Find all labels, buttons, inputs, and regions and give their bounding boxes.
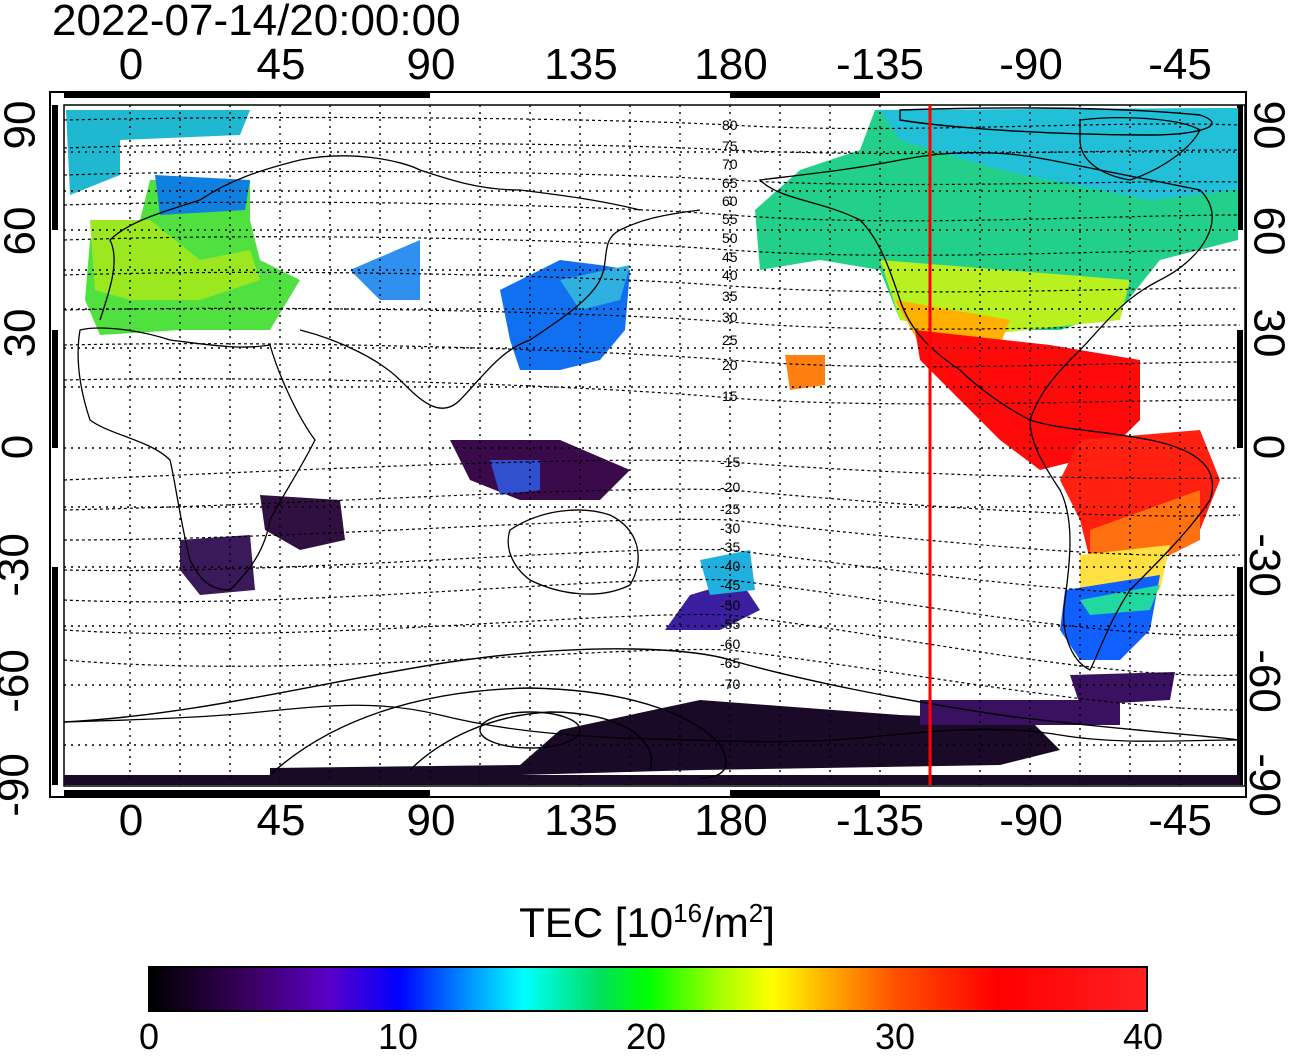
contour-label: 15 [722, 388, 738, 404]
tec-data-layer [64, 108, 1240, 785]
coast-north-america [758, 151, 1213, 421]
lat-tick-left: 60 [0, 206, 45, 256]
lon-tick-top: 135 [544, 40, 618, 89]
lon-tick-bottom: 90 [406, 796, 456, 845]
lon-tick-top: 180 [694, 40, 768, 89]
contour-label: 20 [722, 357, 738, 373]
lat-tick-left: -30 [0, 533, 38, 597]
lon-tick-bottom: -90 [999, 796, 1063, 845]
lon-tick-bottom: -135 [835, 796, 925, 845]
lat-tick-right: -60 [1239, 649, 1289, 713]
coast-australia [507, 509, 639, 595]
contour-label: 25 [722, 332, 738, 348]
lon-tick-top: -45 [1148, 40, 1212, 89]
contour-label: 80 [722, 117, 738, 133]
contour-label: 30 [722, 309, 738, 325]
lon-tick-top: -90 [999, 40, 1063, 89]
lon-tick-bottom: 0 [118, 796, 144, 845]
contour-label: 60 [722, 193, 738, 209]
contour-label: 35 [722, 288, 738, 304]
tec-antarctica [64, 775, 1240, 785]
map-title: 2022-07-14/20:00:00 [52, 0, 461, 45]
contour-label: 75 [722, 138, 738, 154]
contour-label-group: 80 75 70 65 60 55 50 45 40 35 30 25 20 1… [720, 117, 740, 692]
lon-tick-top: 90 [406, 40, 456, 89]
lat-tick-left: 30 [0, 308, 45, 358]
lat-tick-right: 60 [1244, 206, 1294, 256]
coast-asia [299, 209, 701, 409]
lat-tick-left: 0 [0, 435, 43, 459]
colorbar-tick: 0 [138, 1016, 160, 1057]
colorbar-tick: 20 [625, 1016, 667, 1057]
coast-greenland [1079, 117, 1201, 181]
lon-tick-bottom: 180 [694, 796, 768, 845]
lat-tick-right: -30 [1239, 533, 1289, 597]
lon-tick-bottom: 45 [256, 796, 306, 845]
lon-tick-bottom: -45 [1148, 796, 1212, 845]
contour-label: 50 [722, 230, 738, 246]
colorbar-title: TEC [1016/m2] [519, 898, 775, 946]
lat-tick-right: 30 [1244, 308, 1294, 358]
contour-label: 45 [722, 249, 738, 265]
contour-label: -25 [720, 501, 740, 517]
contour-label: -40 [720, 558, 740, 574]
contour-label: 55 [722, 211, 738, 227]
coast-europe [99, 155, 641, 321]
contour-label: -35 [720, 539, 740, 555]
coast-antarctica [63, 704, 1241, 743]
lat-tick-right: 90 [1244, 100, 1294, 150]
lat-tick-left: 90 [0, 100, 45, 150]
contour-label: -20 [720, 479, 740, 495]
colorbar [148, 966, 1148, 1012]
colorbar-tick: 10 [377, 1016, 419, 1057]
auroral-contours [63, 107, 1241, 779]
coastlines [63, 117, 1241, 743]
contour-label: 70 [722, 156, 738, 172]
contour-label: -30 [720, 520, 740, 536]
contour-label: -45 [720, 577, 740, 593]
tec-africa [260, 495, 345, 550]
contour-label: -50 [720, 597, 740, 613]
contour-label: -55 [720, 616, 740, 632]
axis-bars [52, 92, 1243, 796]
lat-tick-left: -60 [0, 649, 38, 713]
contour-label: -60 [720, 636, 740, 652]
contour-label: -65 [720, 655, 740, 671]
lon-tick-top: -135 [835, 40, 925, 89]
lon-tick-bottom: 135 [544, 796, 618, 845]
tec-new-zealand [665, 580, 760, 630]
contour-label: 65 [722, 175, 738, 191]
lon-tick-top: 45 [256, 40, 306, 89]
coast-africa [77, 327, 316, 591]
colorbar-tick: 30 [874, 1016, 916, 1057]
contour-label: -15 [720, 454, 740, 470]
contour-label: -70 [720, 676, 740, 692]
lat-tick-right: -90 [1239, 753, 1289, 817]
lat-tick-left: -90 [0, 753, 38, 817]
lon-tick-top: 0 [118, 40, 144, 89]
colorbar-tick: 40 [1122, 1016, 1164, 1057]
lat-tick-right: 0 [1244, 434, 1294, 460]
contour-label: 40 [722, 267, 738, 283]
coast-south-america [1029, 419, 1214, 671]
